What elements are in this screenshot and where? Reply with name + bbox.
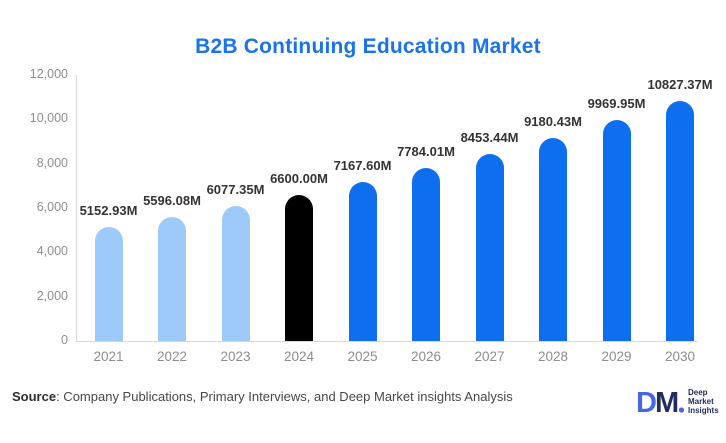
- bar-2023: [221, 206, 250, 341]
- bar-2029: [602, 119, 631, 341]
- logo-letter-m: M: [655, 387, 679, 419]
- source-label: Source: [12, 389, 57, 404]
- bar-value-label-2026: 7784.01M: [397, 144, 455, 160]
- x-tick-label-2030: 2030: [664, 349, 696, 364]
- y-tick-label: 4,000: [36, 244, 68, 259]
- chart-title: B2B Continuing Education Market: [195, 35, 541, 58]
- bar-2030: [666, 100, 694, 341]
- y-tick-label: 8,000: [36, 155, 68, 170]
- x-axis-line: [76, 341, 698, 342]
- source-text: : Company Publications, Primary Intervie…: [56, 389, 513, 404]
- bar-value-label-2023: 6077.35M: [206, 182, 265, 198]
- x-tick-label-2029: 2029: [601, 349, 632, 364]
- y-tick-label: 2,000: [36, 288, 68, 303]
- x-tick-label-2022: 2022: [156, 349, 188, 364]
- logo-word-deep: Deep: [688, 388, 708, 397]
- y-tick-label: 12,000: [29, 67, 68, 81]
- bar-value-label-2027: 8453.44M: [460, 129, 519, 145]
- x-tick-label-2028: 2028: [537, 349, 569, 364]
- bar-2027: [475, 153, 504, 341]
- bar-value-label-2022: 5596.08M: [143, 192, 201, 208]
- x-tick-label-2026: 2026: [410, 349, 442, 364]
- bar-value-label-2030: 10827.37M: [647, 76, 713, 92]
- bar-2021: [94, 226, 123, 341]
- bar-value-label-2021: 5152.93M: [79, 202, 138, 218]
- bar-value-label-2029: 9969.95M: [587, 95, 646, 111]
- logo-letter-d: D: [636, 387, 657, 419]
- bar-value-label-2024: 6600.00M: [270, 170, 328, 186]
- bar-2024: [285, 194, 313, 341]
- bar-value-label-2028: 9180.43M: [524, 113, 582, 129]
- y-tick-label: 10,000: [29, 111, 68, 126]
- x-tick-label-2023: 2023: [220, 349, 251, 364]
- bar-2028: [539, 137, 567, 341]
- y-tick-label: 0: [61, 333, 68, 347]
- logo-dot: [678, 407, 685, 413]
- logo-graphic: D M Deep Market Insights: [636, 387, 719, 419]
- source-credit: Source: Company Publications, Primary In…: [12, 389, 513, 404]
- bar-value-label-2025: 7167.60M: [333, 158, 392, 174]
- y-axis-line: [76, 75, 77, 341]
- x-tick-label-2025: 2025: [347, 349, 378, 364]
- bar-2026: [412, 168, 440, 341]
- brand-logo: D M Deep Market Insights: [636, 382, 722, 424]
- x-tick-label-2027: 2027: [474, 349, 505, 364]
- logo-word-market: Market: [688, 397, 714, 406]
- bar-2022: [158, 216, 186, 341]
- logo-word-insights: Insights: [688, 406, 719, 415]
- x-tick-label-2024: 2024: [283, 349, 315, 364]
- bar-2025: [348, 182, 377, 341]
- x-tick-label-2021: 2021: [93, 349, 124, 364]
- y-tick-label: 6,000: [36, 200, 68, 214]
